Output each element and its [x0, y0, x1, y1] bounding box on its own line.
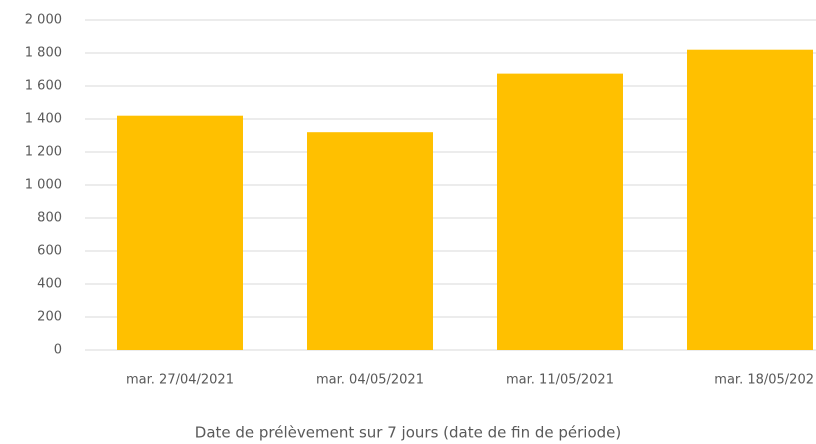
y-tick-label: 1 000 [25, 178, 62, 193]
bar [307, 132, 433, 350]
x-tick-label: mar. 18/05/202 [714, 373, 814, 388]
y-tick-label: 600 [37, 244, 62, 259]
bar [117, 115, 243, 350]
x-tick-label: mar. 11/05/2021 [506, 373, 614, 388]
y-tick-label: 1 600 [25, 79, 62, 94]
y-tick-label: 800 [37, 211, 62, 226]
bar [497, 73, 623, 350]
y-tick-label: 1 200 [25, 145, 62, 160]
x-tick-label: mar. 04/05/2021 [316, 373, 424, 388]
y-tick-label: 400 [37, 277, 62, 292]
y-tick-label: 200 [37, 310, 62, 325]
x-tick-label: mar. 27/04/2021 [126, 373, 234, 388]
x-axis-title: Date de prélèvement sur 7 jours (date de… [195, 424, 621, 442]
y-tick-label: 1 400 [25, 112, 62, 127]
y-tick-label: 2 000 [25, 13, 62, 28]
y-tick-label: 1 800 [25, 46, 62, 61]
bar [687, 49, 813, 350]
y-tick-label: 0 [54, 343, 62, 358]
